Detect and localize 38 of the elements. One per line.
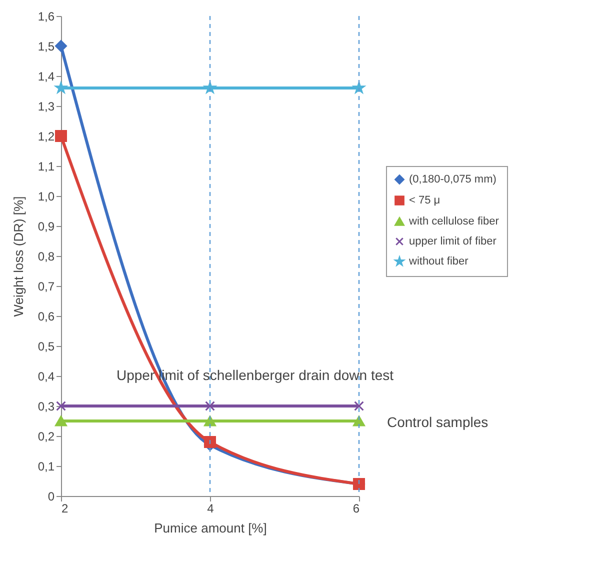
point [205, 401, 215, 411]
y-tick-label: 0,2 [38, 430, 55, 444]
y-tick-label: 1,1 [38, 160, 55, 174]
point [55, 130, 67, 142]
point [353, 82, 365, 93]
y-tick-label: 0 [48, 490, 55, 504]
point [204, 436, 216, 448]
legend-label: without fiber [408, 256, 469, 268]
y-tick-label: 0,4 [38, 370, 55, 384]
y-tick-label: 1,3 [38, 100, 55, 114]
y-tick-label: 1,0 [38, 190, 55, 204]
point [204, 82, 216, 93]
y-tick-label: 1,4 [38, 70, 55, 84]
x-axis-title: Pumice amount [%] [154, 520, 267, 536]
legend-label: upper limit of fiber [409, 236, 497, 248]
y-tick-label: 0,3 [38, 400, 55, 414]
y-tick-label: 0,6 [38, 310, 55, 324]
y-tick-label: 0,7 [38, 280, 55, 294]
legend-label: with cellulose fiber [408, 216, 500, 228]
y-tick-label: 1,2 [38, 130, 55, 144]
point [354, 401, 364, 411]
x-tick-label: 4 [207, 502, 214, 516]
point [55, 416, 67, 426]
point [55, 40, 67, 52]
y-tick-label: 0,1 [38, 460, 55, 474]
y-tick-label: 0,5 [38, 340, 55, 354]
point [55, 82, 67, 93]
y-tick-label: 1,6 [38, 10, 55, 24]
y-axis-title: Weight loss (DR) [%] [10, 196, 26, 317]
y-tick-label: 0,8 [38, 250, 55, 264]
x-tick-label: 6 [352, 502, 360, 516]
y-tick-label: 0,9 [38, 220, 55, 234]
y-tick-label: 1,5 [38, 40, 55, 54]
x-tick-label: 2 [62, 502, 68, 516]
legend-label: (0,180-0,075 mm) [409, 174, 496, 186]
legend-label: < 75 μ [409, 194, 440, 206]
annotation: Control samples [387, 414, 488, 430]
point [56, 401, 66, 411]
